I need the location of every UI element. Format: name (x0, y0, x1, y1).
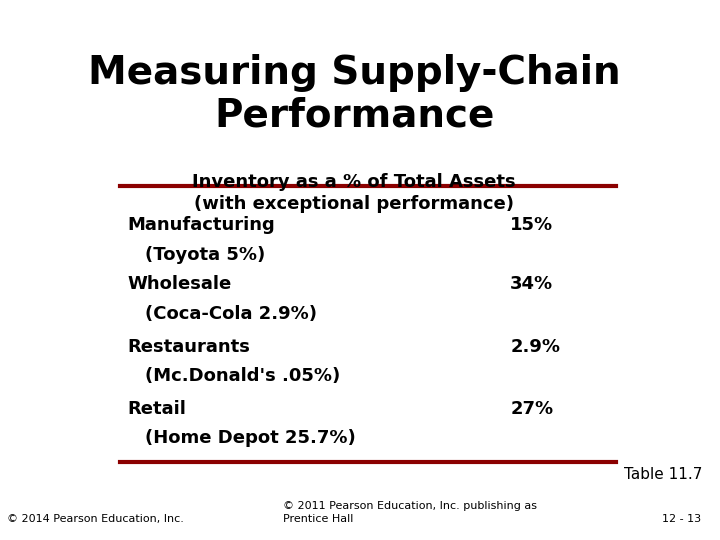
Text: © 2011 Pearson Education, Inc. publishing as
Prentice Hall: © 2011 Pearson Education, Inc. publishin… (284, 502, 537, 524)
Text: Measuring Supply-Chain
Performance: Measuring Supply-Chain Performance (88, 54, 621, 134)
Text: Retail: Retail (127, 400, 186, 417)
Text: 12 - 13: 12 - 13 (662, 514, 701, 524)
Text: (Coca-Cola 2.9%): (Coca-Cola 2.9%) (145, 305, 318, 323)
Text: 15%: 15% (510, 216, 553, 234)
Text: 2.9%: 2.9% (510, 338, 560, 355)
Text: 34%: 34% (510, 275, 553, 293)
Text: Restaurants: Restaurants (127, 338, 251, 355)
Text: (Toyota 5%): (Toyota 5%) (145, 246, 266, 264)
Text: (Mc.Donald's .05%): (Mc.Donald's .05%) (145, 367, 341, 385)
Text: © 2014 Pearson Education, Inc.: © 2014 Pearson Education, Inc. (7, 514, 184, 524)
Text: Inventory as a % of Total Assets
(with exceptional performance): Inventory as a % of Total Assets (with e… (192, 173, 516, 213)
Text: (Home Depot 25.7%): (Home Depot 25.7%) (145, 429, 356, 447)
Text: Manufacturing: Manufacturing (127, 216, 275, 234)
Text: Wholesale: Wholesale (127, 275, 232, 293)
Text: Table 11.7: Table 11.7 (624, 467, 702, 482)
Text: 27%: 27% (510, 400, 553, 417)
